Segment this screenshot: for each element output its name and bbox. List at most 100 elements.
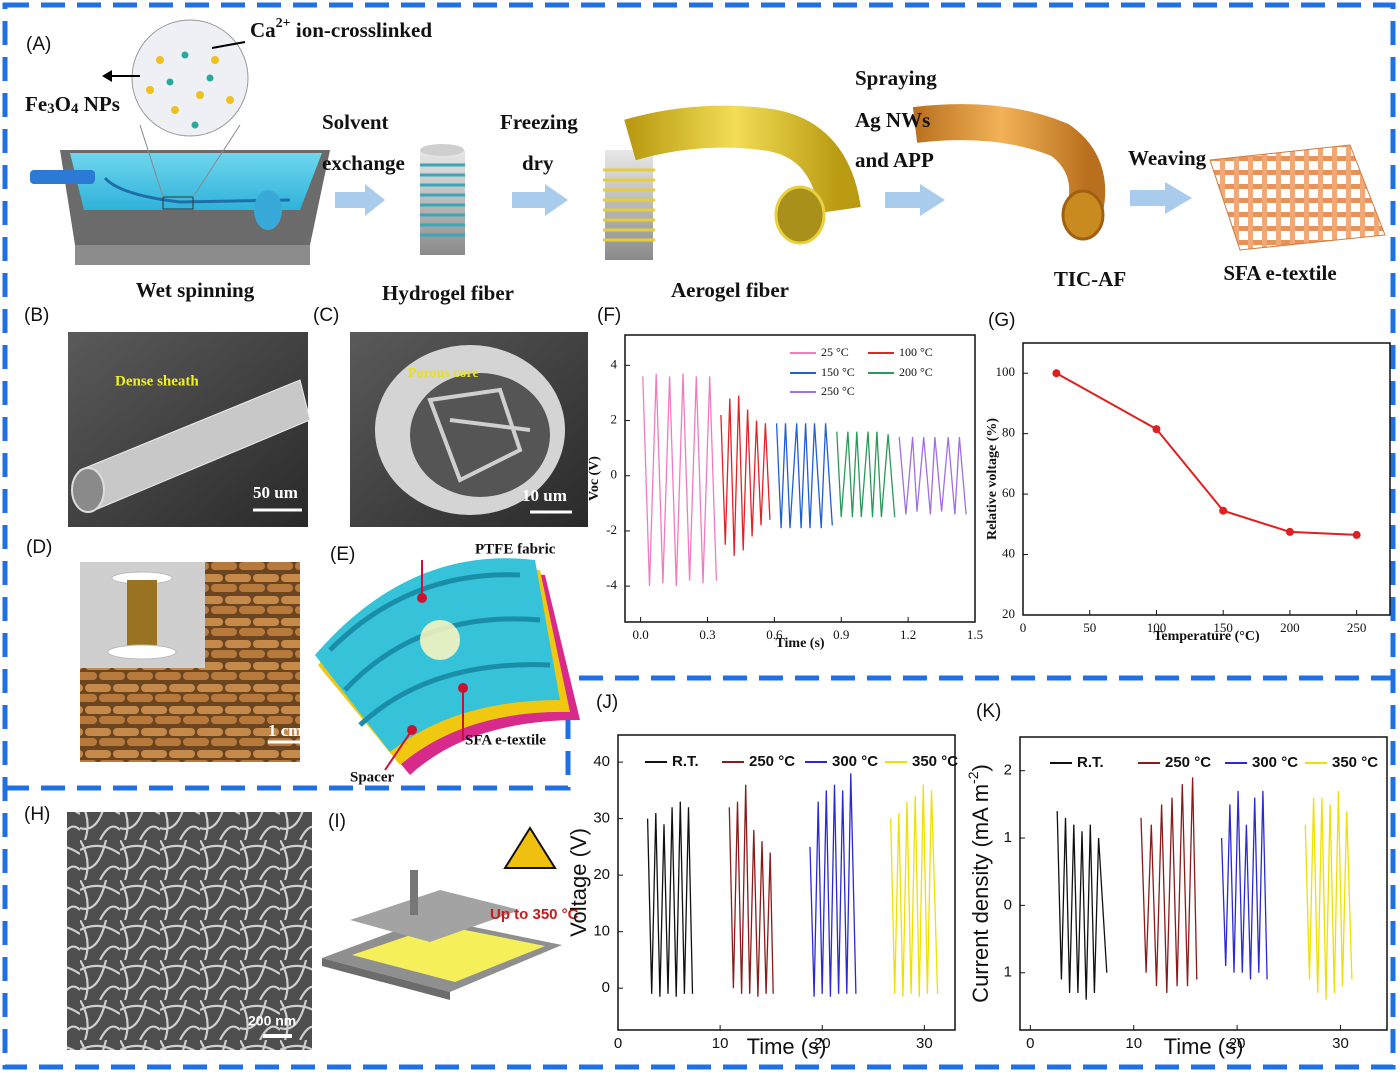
callout: PTFE fabric xyxy=(475,541,556,557)
text: O xyxy=(55,92,71,116)
callout: SFA e-textile xyxy=(465,732,546,748)
series-line xyxy=(890,784,939,997)
legend-label: 25 °C xyxy=(821,345,849,359)
y-tick-label: 60 xyxy=(1002,485,1015,500)
y-tick-label: 80 xyxy=(1002,425,1015,440)
y-tick-label: 30 xyxy=(593,810,610,827)
step-label: dry xyxy=(522,151,554,175)
step-label: Solvent xyxy=(322,110,389,134)
series-line xyxy=(1056,811,1108,1000)
legend-label: R.T. xyxy=(1077,754,1104,771)
x-tick-label: 100 xyxy=(1147,620,1167,635)
legend-label: 250 °C xyxy=(821,384,855,398)
series-line xyxy=(1220,790,1268,980)
point xyxy=(1152,425,1161,434)
y-tick-label: 40 xyxy=(1002,546,1015,561)
step-label: and APP xyxy=(855,148,934,172)
x-tick-label: 30 xyxy=(916,1035,933,1052)
series-line xyxy=(809,773,857,997)
panel-label: (B) xyxy=(24,305,49,326)
chart: 20 40 60 80 100 0 50 100 150 200 250 Temperature (°… xyxy=(985,342,1391,644)
x-tick-label: 1.5 xyxy=(967,627,983,642)
text: Ca xyxy=(250,18,276,42)
y-tick-label: 1 xyxy=(1004,964,1012,981)
x-tick-label: 0 xyxy=(614,1035,622,1052)
legend-label: 300 °C xyxy=(1252,754,1298,771)
legend-label: 350 °C xyxy=(912,753,958,770)
y-tick-label: 0 xyxy=(602,979,610,996)
x-tick-label: 20 xyxy=(814,1035,831,1052)
step-label: Spraying xyxy=(855,66,937,90)
step-label: exchange xyxy=(322,151,405,175)
plot-frame xyxy=(1022,342,1391,616)
plot-frame xyxy=(1019,736,1388,1031)
panel-b-image xyxy=(68,332,311,527)
panel-label: (D) xyxy=(26,537,52,558)
point xyxy=(1052,369,1061,378)
legend-label: 250 °C xyxy=(749,753,795,770)
stage-label: Hydrogel fiber xyxy=(382,281,514,305)
panel-labels: (A) (B) (C) (D) (E) (F) (G) (H) (I) (J) … xyxy=(24,34,1015,832)
panel-label: (H) xyxy=(24,804,50,825)
y-tick-label: 0 xyxy=(611,467,618,482)
text: ion-crosslinked xyxy=(291,18,433,42)
series-line xyxy=(642,373,718,587)
plot-frame xyxy=(617,734,956,1031)
x-tick-label: 0.6 xyxy=(766,627,783,642)
chart: 4 2 0 -2 -4 0.0 0.3 0.6 0.9 1.2 1.5 Time (s) Voc (V)… xyxy=(587,334,983,651)
series-line xyxy=(836,431,896,518)
series-line xyxy=(720,395,771,556)
chart: 0 10 20 30 40 0 10 20 30 Time (s) Voltage (V) R.T. 2… xyxy=(566,734,958,1059)
legend-label: 100 °C xyxy=(899,345,933,359)
y-tick-label: 20 xyxy=(593,866,610,883)
y-tick-label: 2 xyxy=(611,412,618,427)
stage-label: TIC-AF xyxy=(1054,267,1126,291)
x-tick-label: 1.2 xyxy=(900,627,916,642)
y-axis-label: Current density (mA m-2) xyxy=(965,764,993,1003)
step-label: Ag NWs xyxy=(855,108,930,132)
x-tick-label: 20 xyxy=(1229,1035,1246,1052)
panel-label: (K) xyxy=(976,701,1001,722)
x-tick-label: 0.3 xyxy=(699,627,715,642)
x-tick-label: 0 xyxy=(1026,1035,1034,1052)
annotation: Porous core xyxy=(408,366,479,381)
y-tick-label: 10 xyxy=(593,923,610,940)
series-line xyxy=(1304,790,1353,1000)
y-axis-label-part: Current density (mA m xyxy=(968,784,993,1003)
series-line xyxy=(1055,372,1357,536)
stage-label: SFA e-textile xyxy=(1223,261,1336,285)
panel-label: (E) xyxy=(330,544,355,565)
point xyxy=(1352,530,1361,539)
panel-label: (G) xyxy=(988,310,1015,331)
x-tick-label: 250 xyxy=(1347,620,1367,635)
y-tick-label: 100 xyxy=(996,364,1016,379)
point xyxy=(1219,506,1228,515)
panel-label: (A) xyxy=(26,34,51,55)
panel-h-image xyxy=(67,812,312,1050)
y-axis-label: Voltage (V) xyxy=(566,828,591,937)
legend-label: 350 °C xyxy=(1332,754,1378,771)
y-axis-label-part: ) xyxy=(968,764,993,771)
stage-label: Wet spinning xyxy=(136,278,255,302)
panel-c-image xyxy=(350,332,588,527)
panel-label: (I) xyxy=(328,811,346,832)
series-line xyxy=(646,801,694,997)
subscript: 4 xyxy=(71,101,79,117)
y-tick-label: 0 xyxy=(1004,896,1012,913)
y-tick-label: -2 xyxy=(606,522,617,537)
x-tick-label: 0.0 xyxy=(632,627,648,642)
x-tick-label: 30 xyxy=(1332,1035,1349,1052)
step-label: Freezing xyxy=(500,110,578,134)
plot-frame xyxy=(624,334,976,623)
stage-label: Aerogel fiber xyxy=(671,278,789,302)
image-text: Dense sheath 50 um Porous core 10 um 1 c… xyxy=(115,366,579,1028)
y-axis-label: Voc (V) xyxy=(587,456,602,501)
x-axis-label: Time (s) xyxy=(747,1034,827,1059)
scale-label: 200 nm xyxy=(248,1013,296,1029)
y-tick-label: 40 xyxy=(593,753,610,770)
